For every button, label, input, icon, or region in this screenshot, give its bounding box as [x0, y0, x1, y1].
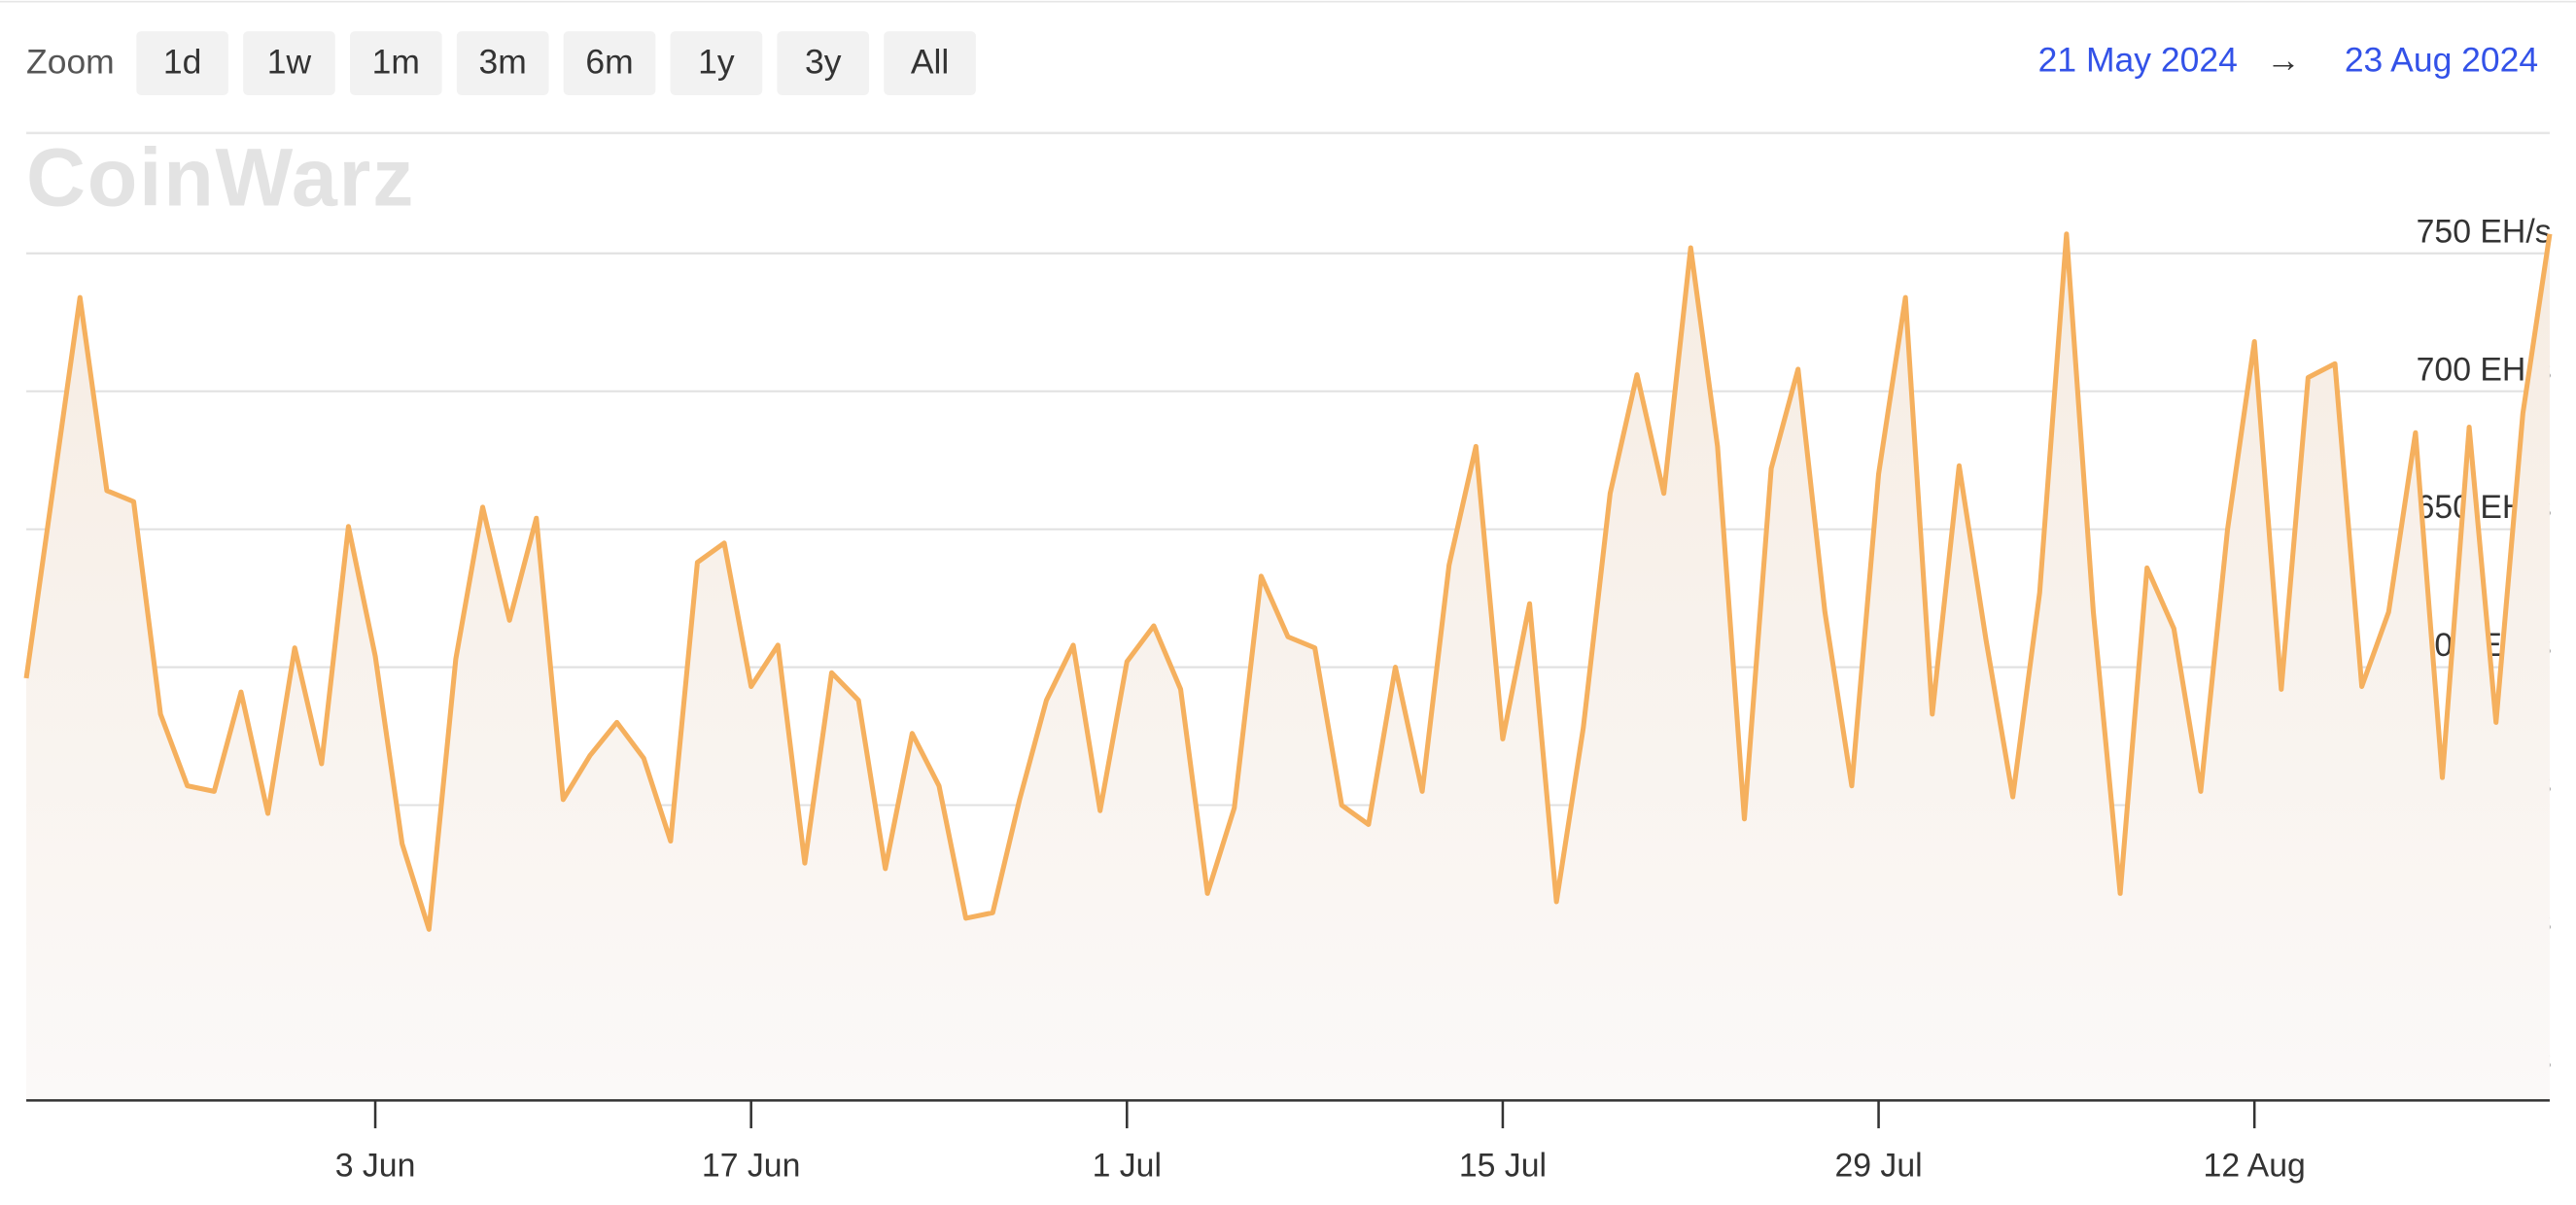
zoom-button[interactable] [563, 31, 656, 96]
zoom-button-label[interactable]: 6m [585, 42, 633, 81]
range-end[interactable]: 23 Aug 2024 [2345, 41, 2538, 80]
zoom-button[interactable] [777, 31, 870, 96]
x-tick-label: 17 Jun [702, 1148, 800, 1185]
zoom-button-label[interactable]: 1y [698, 42, 735, 81]
zoom-button[interactable] [670, 31, 763, 96]
x-tick-label: 1 Jul [1093, 1148, 1162, 1185]
zoom-button[interactable] [136, 31, 228, 96]
area-fill [26, 233, 2550, 1101]
x-tick-label: 15 Jul [1459, 1148, 1547, 1185]
zoom-button-label[interactable]: All [911, 42, 949, 81]
range-arrow: → [2266, 41, 2300, 80]
watermark: CoinWarz [26, 132, 415, 224]
zoom-button-label[interactable]: 1d [163, 42, 201, 81]
zoom-button[interactable] [884, 31, 976, 96]
x-tick-label: 29 Jul [1834, 1148, 1922, 1185]
range-start[interactable]: 21 May 2024 [2038, 41, 2238, 80]
zoom-button[interactable] [243, 31, 335, 96]
zoom-button-label[interactable]: 1m [372, 42, 420, 81]
zoom-label: Zoom [26, 42, 115, 81]
zoom-button-label[interactable]: 3m [479, 42, 527, 81]
line [23, 231, 2553, 932]
zoom-button-label[interactable]: 1w [267, 42, 312, 81]
x-tick-label: 12 Aug [2204, 1148, 2306, 1185]
zoom-button[interactable] [456, 31, 549, 96]
x-tick-label: 3 Jun [335, 1148, 416, 1185]
zoom-button[interactable] [349, 31, 442, 96]
zoom-button-label[interactable]: 3y [805, 42, 842, 81]
y-tick-label: 750 EH/s [2417, 213, 2552, 250]
